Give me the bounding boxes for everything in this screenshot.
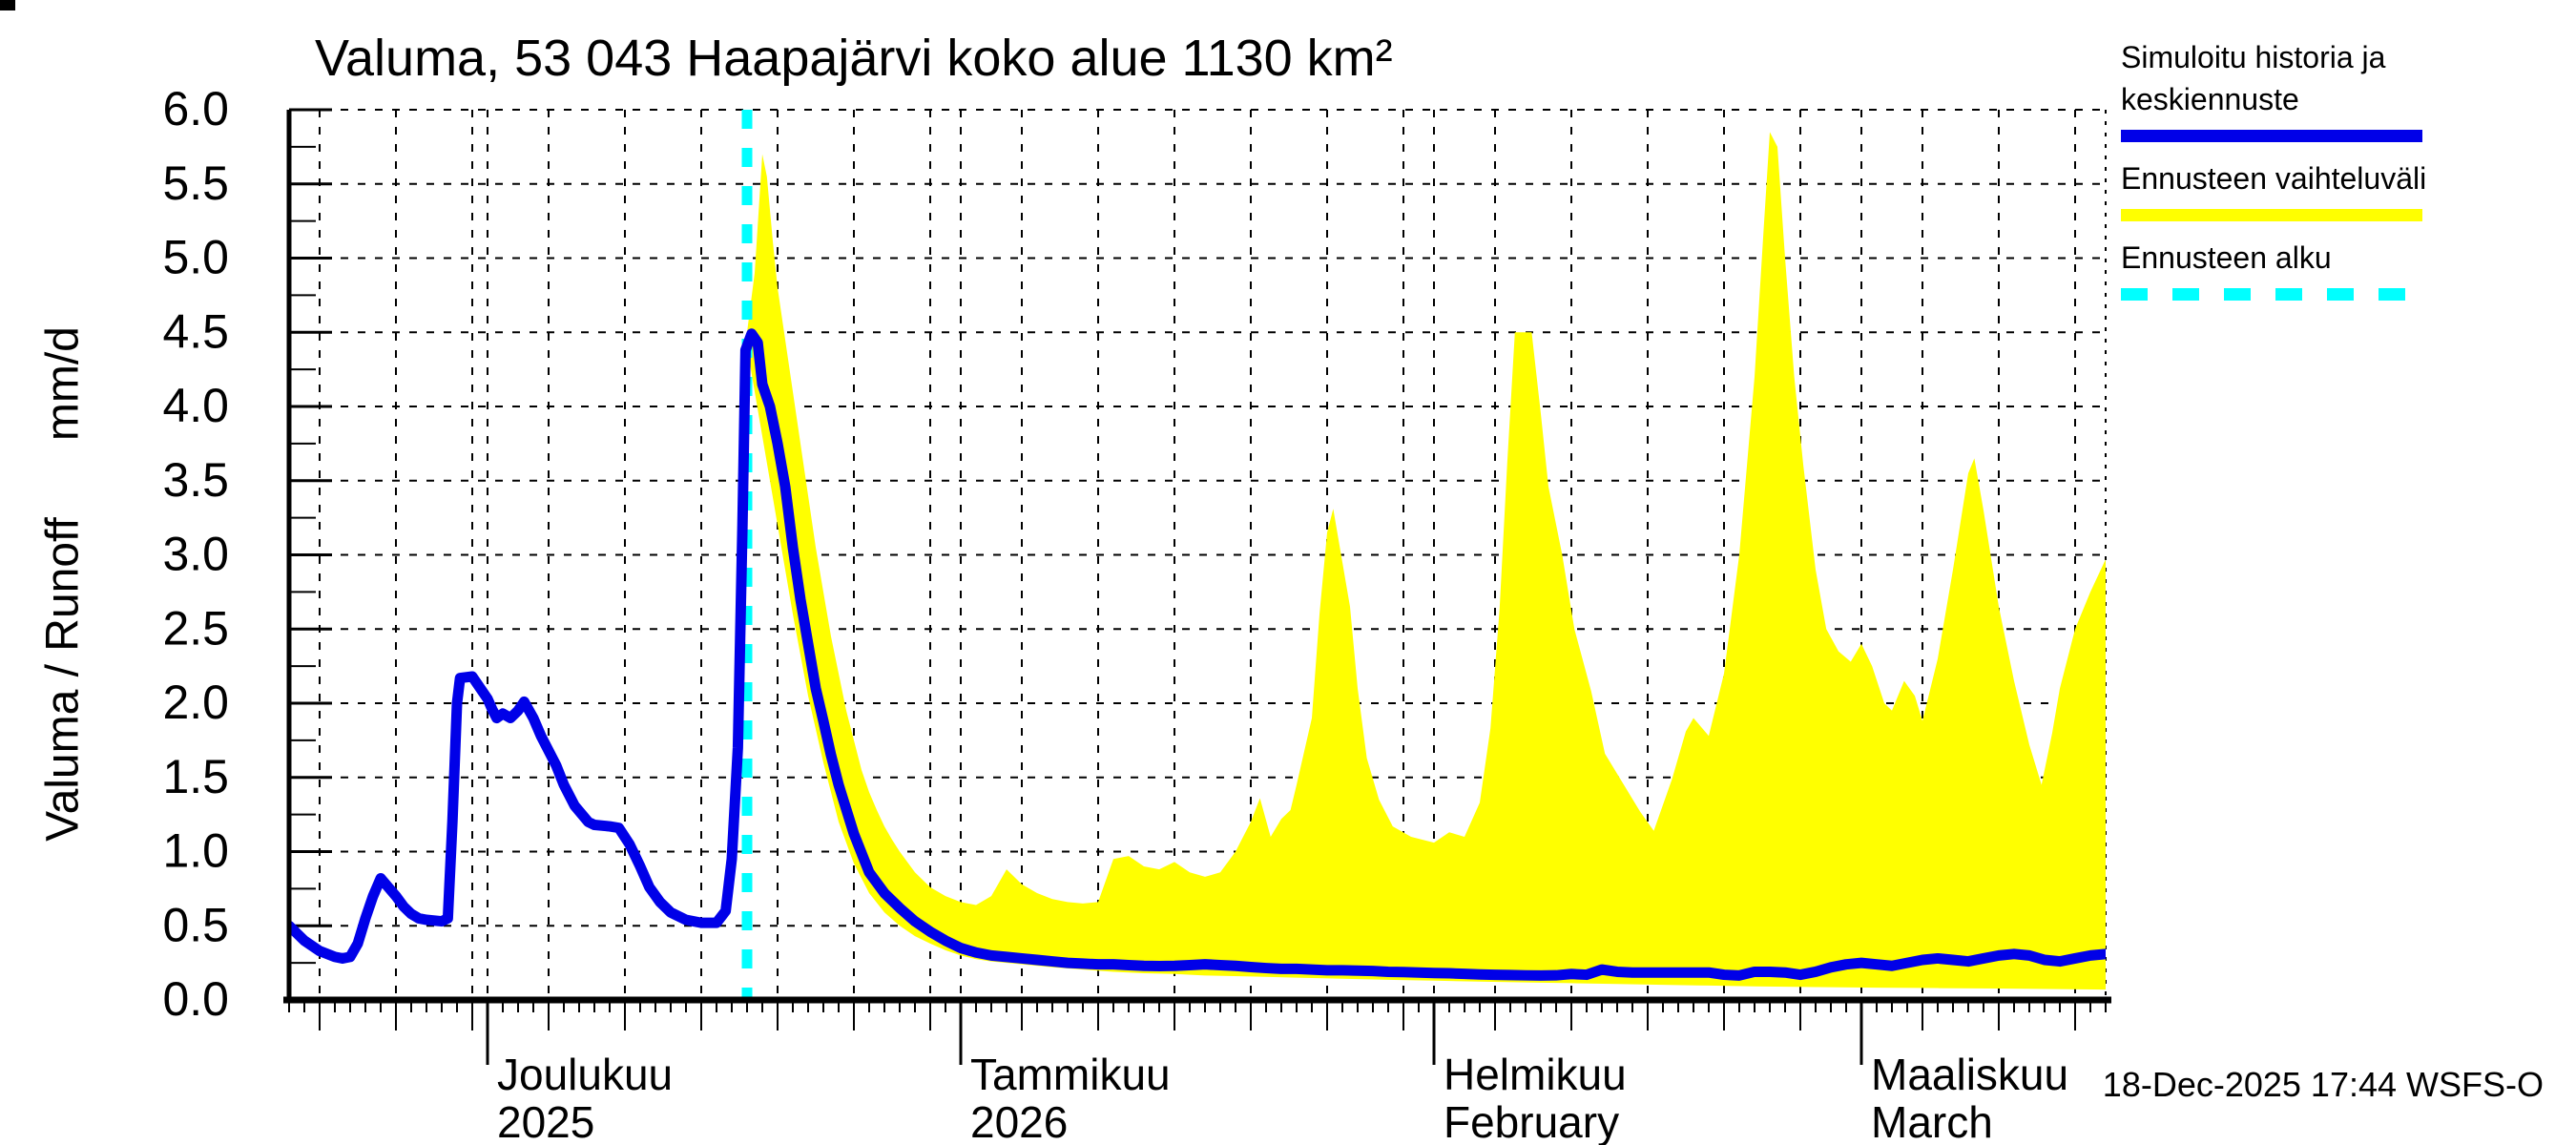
legend-swatch-history-line [2121,130,2422,142]
month-label: Tammikuu [970,1050,1171,1099]
legend: Simuloitu historia ja keskiennuste Ennus… [2121,36,2560,316]
y-tick-label: 0.5 [162,898,229,951]
legend-label: Simuloitu historia ja [2121,40,2386,74]
y-tick-label: 5.0 [162,231,229,284]
y-tick-label: 5.5 [162,156,229,210]
legend-item-forecast-start: Ennusteen alku [2121,237,2560,301]
y-axis-label: Valuma / Runoff mm/d [37,326,89,842]
legend-label: Ennusteen vaihteluväli [2121,161,2427,196]
month-label: Maaliskuu [1871,1050,2068,1099]
legend-swatch-forecast-start-line [2121,288,2422,301]
legend-label: keskiennuste [2121,82,2299,116]
y-tick-label: 3.0 [162,528,229,581]
y-tick-label: 4.0 [162,379,229,432]
y-tick-label: 3.5 [162,453,229,507]
legend-label: Ennusteen alku [2121,240,2332,275]
forecast-range-band [747,132,2106,990]
month-label: Joulukuu [497,1050,673,1099]
chart-title: Valuma, 53 043 Haapajärvi koko alue 1130… [315,30,1393,87]
month-sublabel: 2025 [497,1097,594,1145]
month-sublabel: March [1871,1097,1993,1145]
legend-swatch-range-band [2121,209,2422,221]
legend-item-history: Simuloitu historia ja keskiennuste [2121,36,2560,142]
y-tick-label: 4.5 [162,304,229,358]
y-tick-label: 1.5 [162,750,229,803]
corner-artifact [0,0,15,10]
history-and-mean-line [289,328,2106,981]
y-tick-label: 6.0 [162,82,229,135]
month-sublabel: 2026 [970,1097,1068,1145]
month-label: Helmikuu [1444,1050,1627,1099]
y-tick-label: 0.0 [162,972,229,1026]
timestamp: 18-Dec-2025 17:44 WSFS-O [2102,1065,2544,1104]
legend-item-range: Ennusteen vaihteluväli [2121,157,2560,221]
y-tick-label: 2.5 [162,601,229,655]
y-tick-label: 2.0 [162,676,229,729]
y-tick-label: 1.0 [162,824,229,878]
month-sublabel: February [1444,1097,1619,1145]
